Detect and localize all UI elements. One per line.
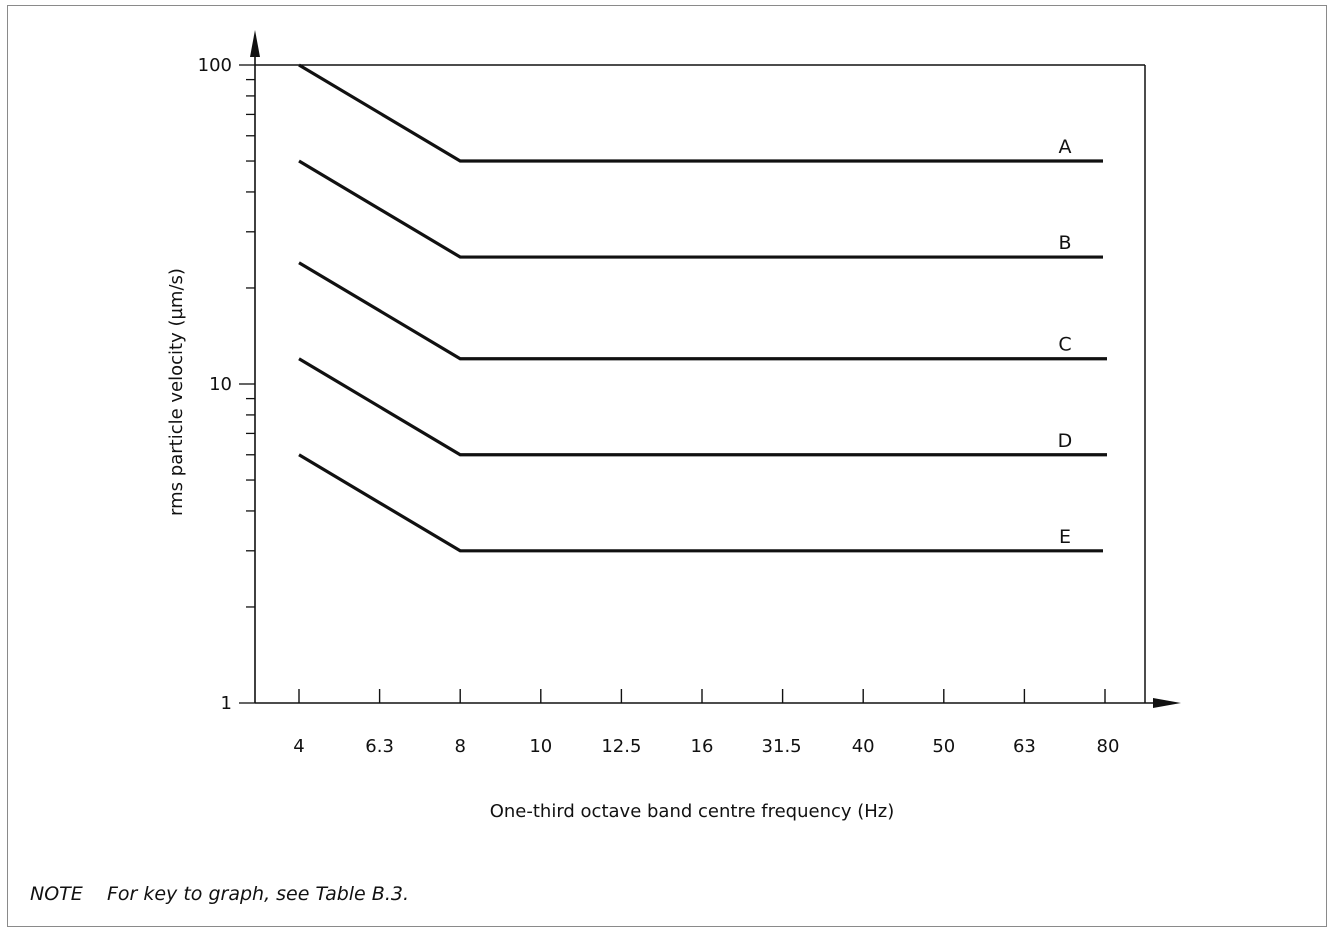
y-axis-arrow <box>250 30 260 57</box>
x-tick-label: 10 <box>529 736 552 757</box>
series-label-e: E <box>1059 526 1071 548</box>
series-label-d: D <box>1058 430 1073 452</box>
x-axis-title: One-third octave band centre frequency (… <box>490 801 895 822</box>
y-axis-ticks: 1 10 100 <box>198 55 255 714</box>
y-tick-label: 10 <box>209 374 232 395</box>
x-tick-label: 80 <box>1097 736 1120 757</box>
chart-axes <box>250 30 1181 708</box>
series-line-c <box>298 261 1107 361</box>
y-tick-label: 1 <box>221 693 232 714</box>
x-tick-label: 16 <box>691 736 714 757</box>
note-text: For key to graph, see Table B.3. <box>106 883 409 905</box>
x-tick-label: 40 <box>852 736 875 757</box>
x-tick-label: 12.5 <box>601 736 641 757</box>
series-line-a <box>298 63 1103 163</box>
x-tick-label: 6.3 <box>365 736 394 757</box>
x-tick-label: 50 <box>932 736 955 757</box>
series-line-d <box>298 357 1107 457</box>
x-tick-label: 8 <box>454 736 465 757</box>
y-tick-label: 100 <box>198 55 232 76</box>
x-tick-label: 31.5 <box>762 736 802 757</box>
series-label-a: A <box>1059 136 1072 158</box>
x-axis-ticks: 4 6.3 8 10 12.5 16 31.5 40 50 63 80 <box>293 689 1119 757</box>
note-label: NOTE <box>30 883 83 905</box>
series-line-e <box>298 453 1103 553</box>
y-axis-title: rms particle velocity (µm/s) <box>166 268 187 516</box>
series-lines: A B C D E <box>298 63 1107 553</box>
series-label-b: B <box>1058 232 1071 254</box>
x-tick-label: 4 <box>293 736 304 757</box>
figure-note: NOTE For key to graph, see Table B.3. <box>30 883 409 905</box>
x-axis-arrow <box>1153 698 1181 708</box>
series-line-b <box>298 159 1103 259</box>
series-label-c: C <box>1058 334 1071 356</box>
x-tick-label: 63 <box>1013 736 1036 757</box>
figure-frame <box>7 5 1327 927</box>
